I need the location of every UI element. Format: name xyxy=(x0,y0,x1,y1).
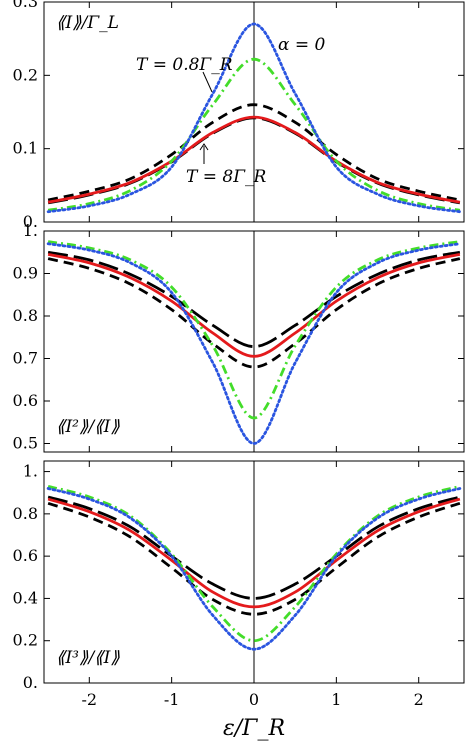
panel-label: ⟪I²⟫/⟪I⟫ xyxy=(56,417,120,437)
y-tick-label: 0.8 xyxy=(13,504,38,523)
series-dash-dot xyxy=(47,57,461,212)
x-tick-label: 0 xyxy=(249,690,259,709)
y-tick-label: 0.6 xyxy=(13,546,38,565)
series-dotted xyxy=(46,22,462,214)
annotation-temp-high: T = 8Γ_R xyxy=(186,167,267,187)
series-dotted xyxy=(46,242,462,445)
y-tick-label: 0. xyxy=(23,212,38,231)
panel-3: 0. 0.2 0.4 0.6 0.8 1. ⟪I³⟫/⟪I⟫ xyxy=(13,460,465,692)
y-tick-label: 0.6 xyxy=(13,391,38,410)
annotation-arrowhead xyxy=(199,143,209,151)
series-dash-dot xyxy=(47,240,461,420)
x-axis-label: ε/Γ_R xyxy=(223,716,285,741)
x-tick-label: 2 xyxy=(414,690,424,709)
annotation-temp-low: T = 0.8Γ_R xyxy=(136,55,233,75)
x-tick-label: -1 xyxy=(164,690,180,709)
y-tick-label: 0.2 xyxy=(13,65,38,84)
y-tick-label: 0.4 xyxy=(13,588,38,607)
series-dotted xyxy=(46,487,462,651)
y-tick-label: 0. xyxy=(23,673,38,692)
series-solid xyxy=(47,253,461,358)
series-dashed xyxy=(47,257,461,369)
annotation-alpha: α = 0 xyxy=(278,35,326,55)
annotation-arrow xyxy=(202,71,213,93)
x-tick-label: -2 xyxy=(81,690,97,709)
x-axis: -2 -1 0 1 2 ε/Γ_R xyxy=(81,690,423,741)
panel-label: ⟪I³⟫/⟪I⟫ xyxy=(56,648,120,668)
y-tick-label: 0.2 xyxy=(13,631,38,650)
panel-2: 0.5 0.6 0.7 0.8 0.9 1. ⟪I²⟫/⟪I⟫ xyxy=(13,221,465,453)
y-tick-label: 0.9 xyxy=(13,264,38,283)
y-tick-label: 0.5 xyxy=(13,434,38,453)
series-solid xyxy=(47,497,461,609)
series-solid xyxy=(47,115,461,204)
y-tick-label: 1. xyxy=(23,462,38,481)
y-tick-label: 0.3 xyxy=(13,0,38,11)
y-tick-label: 0.8 xyxy=(13,306,38,325)
y-tick-label: 0.1 xyxy=(13,139,38,158)
x-tick-label: 1 xyxy=(331,690,341,709)
series-long-dashed xyxy=(47,495,461,600)
panel-1: 0. 0.1 0.2 0.3 ⟪I⟫/Γ_L T = 0.8Γ_R α = 0 T = 8Γ_… xyxy=(13,0,465,231)
y-tick-label: 0.7 xyxy=(13,349,38,368)
series-dashed xyxy=(47,103,461,202)
panel-label: ⟪I⟫/Γ_L xyxy=(56,13,119,33)
panels: 0. 0.1 0.2 0.3 ⟪I⟫/Γ_L T = 0.8Γ_R α = 0 T = 8Γ_… xyxy=(13,0,465,692)
y-tick-label: 1. xyxy=(23,221,38,240)
